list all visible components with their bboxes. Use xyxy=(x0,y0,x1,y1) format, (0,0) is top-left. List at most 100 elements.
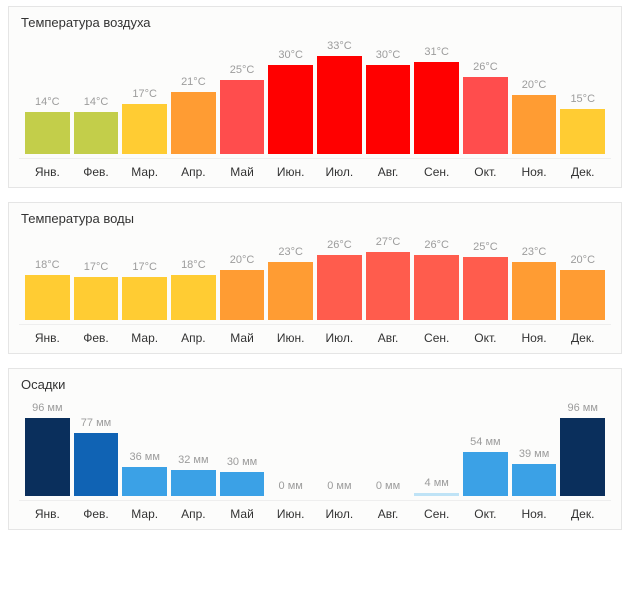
month-label: Июл. xyxy=(315,159,364,183)
bar-col: 54 мм xyxy=(463,436,508,496)
bar-value-label: 54 мм xyxy=(470,436,500,448)
month-label: Ноя. xyxy=(510,325,559,349)
bar xyxy=(366,65,411,154)
month-label: Авг. xyxy=(364,325,413,349)
bar-col: 96 мм xyxy=(25,402,70,496)
bar-value-label: 18°C xyxy=(35,259,60,271)
month-label: Июн. xyxy=(266,159,315,183)
bar-col: 20°C xyxy=(560,254,605,320)
bar xyxy=(512,95,557,154)
bar-value-label: 26°C xyxy=(424,239,449,251)
bar xyxy=(171,275,216,320)
bar xyxy=(220,80,265,154)
x-axis: Янв.Фев.Мар.Апр.МайИюн.Июл.Авг.Сен.Окт.Н… xyxy=(19,158,611,183)
bar-value-label: 32 мм xyxy=(178,454,208,466)
bar-col: 17°C xyxy=(122,261,167,320)
bar xyxy=(560,418,605,496)
bar-col: 4 мм xyxy=(414,477,459,496)
month-label: Окт. xyxy=(461,501,510,525)
month-label: Авг. xyxy=(364,159,413,183)
bar xyxy=(220,270,265,320)
bar xyxy=(463,452,508,496)
bar-value-label: 18°C xyxy=(181,259,206,271)
bar-value-label: 0 мм xyxy=(327,480,351,492)
bar xyxy=(25,418,70,496)
bar-value-label: 20°C xyxy=(522,79,547,91)
bar-value-label: 17°C xyxy=(132,261,157,273)
bar-col: 14°C xyxy=(25,96,70,154)
bar-col: 20°C xyxy=(512,79,557,154)
bar-value-label: 17°C xyxy=(132,88,157,100)
x-axis: Янв.Фев.Мар.Апр.МайИюн.Июл.Авг.Сен.Окт.Н… xyxy=(19,324,611,349)
month-label: Июл. xyxy=(315,325,364,349)
month-label: Фев. xyxy=(72,159,121,183)
bar-col: 36 мм xyxy=(122,451,167,496)
month-label: Апр. xyxy=(169,501,218,525)
bar-value-label: 20°C xyxy=(570,254,595,266)
x-axis: Янв.Фев.Мар.Апр.МайИюн.Июл.Авг.Сен.Окт.Н… xyxy=(19,500,611,525)
bar-value-label: 26°C xyxy=(327,239,352,251)
bar xyxy=(25,112,70,154)
bar-col: 39 мм xyxy=(512,448,557,496)
bar xyxy=(512,262,557,320)
bar-col: 26°C xyxy=(414,239,459,320)
bar-value-label: 96 мм xyxy=(32,402,62,414)
month-label: Окт. xyxy=(461,159,510,183)
bar-value-label: 20°C xyxy=(230,254,255,266)
bar-col: 0 мм xyxy=(366,480,411,496)
bar-col: 20°C xyxy=(220,254,265,320)
bar xyxy=(414,62,459,154)
bar-col: 26°C xyxy=(317,239,362,320)
bar-col: 26°C xyxy=(463,61,508,154)
bar-col: 17°C xyxy=(74,261,119,320)
month-label: Ноя. xyxy=(510,159,559,183)
bar-value-label: 25°C xyxy=(230,64,255,76)
panel-title-water: Температура воды xyxy=(19,211,611,230)
bar xyxy=(171,470,216,496)
bar-col: 23°C xyxy=(512,246,557,320)
bar xyxy=(171,92,216,154)
bar-col: 0 мм xyxy=(268,480,313,496)
bar xyxy=(317,56,362,154)
bar-value-label: 17°C xyxy=(84,261,109,273)
month-label: Июн. xyxy=(266,325,315,349)
bar xyxy=(414,255,459,320)
bar-col: 30°C xyxy=(268,49,313,154)
bar-col: 17°C xyxy=(122,88,167,154)
bar-value-label: 31°C xyxy=(424,46,449,58)
bar xyxy=(122,467,167,496)
bar xyxy=(414,493,459,496)
month-label: Июл. xyxy=(315,501,364,525)
bar xyxy=(122,104,167,154)
bar-col: 27°C xyxy=(366,236,411,320)
bar-value-label: 26°C xyxy=(473,61,498,73)
month-label: Янв. xyxy=(23,159,72,183)
bar xyxy=(74,112,119,154)
bar-col: 77 мм xyxy=(74,417,119,496)
bar-col: 18°C xyxy=(25,259,70,320)
bar-col: 32 мм xyxy=(171,454,216,496)
month-label: Дек. xyxy=(558,501,607,525)
month-label: Мар. xyxy=(120,325,169,349)
month-label: Дек. xyxy=(558,325,607,349)
bar-col: 15°C xyxy=(560,93,605,154)
bar-col: 25°C xyxy=(220,64,265,154)
bar xyxy=(122,277,167,320)
panel-precip: Осадки96 мм77 мм36 мм32 мм30 мм0 мм0 мм0… xyxy=(8,368,622,530)
bar-col: 96 мм xyxy=(560,402,605,496)
panel-title-air: Температура воздуха xyxy=(19,15,611,34)
bar xyxy=(560,270,605,320)
chart-precip: 96 мм77 мм36 мм32 мм30 мм0 мм0 мм0 мм4 м… xyxy=(19,396,611,496)
panel-air: Температура воздуха14°C14°C17°C21°C25°C3… xyxy=(8,6,622,188)
panel-water: Температура воды 18°C 17°C 17°C 18°C 20°C 23°C… xyxy=(8,202,622,354)
month-label: Июн. xyxy=(266,501,315,525)
bar-col: 23°C xyxy=(268,246,313,320)
month-label: Сен. xyxy=(412,159,461,183)
bar xyxy=(220,472,265,496)
bar xyxy=(317,255,362,320)
bar-value-label: 14°C xyxy=(35,96,60,108)
month-label: Май xyxy=(218,159,267,183)
month-label: Сен. xyxy=(412,325,461,349)
bar-value-label: 30°C xyxy=(376,49,401,61)
month-label: Янв. xyxy=(23,501,72,525)
